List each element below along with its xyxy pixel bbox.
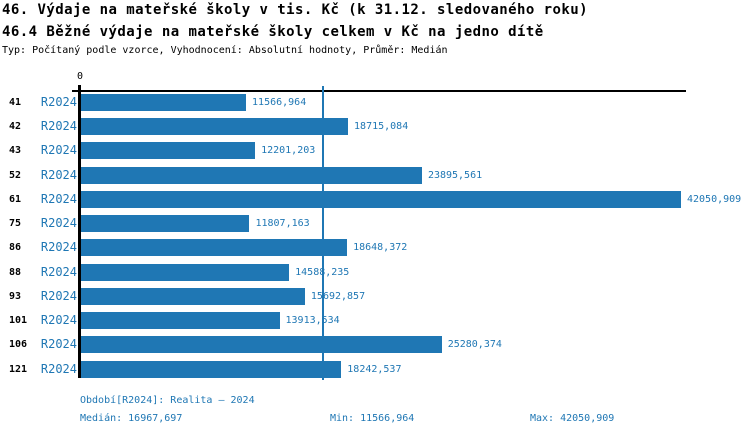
footer-max: Max: 42050,909 bbox=[530, 413, 615, 424]
row-category-label: 88 bbox=[9, 266, 22, 278]
row-period-label: R2024 bbox=[40, 313, 77, 328]
row-period-label: R2024 bbox=[40, 95, 77, 109]
row-category-label: 106 bbox=[9, 339, 28, 351]
chart-row: 106 R2024 25280,374 bbox=[0, 336, 750, 354]
row-period-label: R2024 bbox=[40, 337, 77, 352]
bar bbox=[81, 166, 422, 184]
bar bbox=[81, 287, 305, 305]
report-meta-line: Typ: Počítaný podle vzorce, Vyhodnocení:… bbox=[2, 45, 448, 56]
bar-value-label: 18648,372 bbox=[353, 242, 408, 254]
bar-value-label: 18715,084 bbox=[354, 121, 409, 133]
row-category-label: 121 bbox=[9, 363, 28, 375]
row-category-label: 42 bbox=[9, 121, 22, 133]
row-category-label: 86 bbox=[9, 242, 22, 254]
bar bbox=[81, 94, 247, 111]
chart-row: 93 R2024 15692,857 bbox=[0, 287, 750, 305]
chart-row: 121 R2024 18242,537 bbox=[0, 360, 750, 378]
row-period-label: R2024 bbox=[40, 119, 77, 134]
bar-value-label: 23895,561 bbox=[427, 169, 483, 181]
bar bbox=[81, 190, 681, 208]
bar-value-label: 11807,163 bbox=[255, 218, 310, 230]
bar-value-label: 15692,857 bbox=[310, 290, 366, 302]
row-category-label: 75 bbox=[9, 218, 22, 230]
report-title: 46. Výdaje na mateřské školy v tis. Kč (… bbox=[2, 2, 588, 18]
bar-value-label: 18242,537 bbox=[347, 363, 402, 375]
row-category-label: 93 bbox=[9, 290, 22, 302]
bar-value-label: 12201,203 bbox=[261, 145, 316, 157]
bar-value-label: 25280,374 bbox=[447, 339, 502, 351]
median-gridline bbox=[322, 86, 325, 380]
bar bbox=[81, 312, 280, 330]
row-category-label: 41 bbox=[9, 97, 22, 108]
chart-row: 86 R2024 18648,372 bbox=[0, 239, 750, 257]
chart-row: 43 R2024 12201,203 bbox=[0, 142, 750, 160]
footer-period: Období[R2024]: Realita – 2024 bbox=[80, 395, 255, 406]
x-axis-zero-tick-label: 0 bbox=[76, 71, 84, 82]
bar bbox=[81, 336, 442, 354]
row-period-label: R2024 bbox=[40, 143, 77, 158]
bar bbox=[81, 215, 250, 233]
footer-min: Min: 11566,964 bbox=[330, 413, 415, 424]
bar bbox=[81, 239, 348, 257]
bar bbox=[81, 118, 349, 136]
row-period-label: R2024 bbox=[40, 191, 77, 206]
row-period-label: R2024 bbox=[40, 361, 77, 376]
x-axis-line bbox=[72, 90, 686, 92]
bar-value-label: 11566,964 bbox=[252, 97, 307, 108]
chart-row: 88 R2024 14588,235 bbox=[0, 263, 750, 281]
chart-row: 52 R2024 23895,561 bbox=[0, 166, 750, 184]
bar bbox=[81, 360, 342, 378]
bar-value-label: 42050,909 bbox=[687, 193, 742, 205]
chart-row: 42 R2024 18715,084 bbox=[0, 118, 750, 136]
row-period-label: R2024 bbox=[40, 167, 77, 182]
bar-value-label: 13913,534 bbox=[285, 315, 340, 327]
chart-row: 75 R2024 11807,163 bbox=[0, 215, 750, 233]
footer-median: Medián: 16967,697 bbox=[80, 413, 183, 424]
report-subtitle: 46.4 Běžné výdaje na mateřské školy celk… bbox=[2, 24, 544, 40]
chart-row: 41 R2024 11566,964 bbox=[0, 94, 750, 111]
row-category-label: 101 bbox=[9, 315, 28, 327]
row-period-label: R2024 bbox=[40, 216, 77, 231]
bar-value-label: 14588,235 bbox=[295, 266, 350, 278]
row-period-label: R2024 bbox=[40, 240, 77, 255]
row-category-label: 61 bbox=[9, 193, 22, 205]
row-category-label: 52 bbox=[9, 169, 22, 181]
row-period-label: R2024 bbox=[40, 264, 77, 279]
chart-row: 61 R2024 42050,909 bbox=[0, 190, 750, 208]
bar bbox=[81, 142, 256, 160]
y-axis-line bbox=[78, 85, 81, 378]
chart-row: 101 R2024 13913,534 bbox=[0, 312, 750, 330]
row-category-label: 43 bbox=[9, 145, 22, 157]
bar bbox=[81, 263, 290, 281]
row-period-label: R2024 bbox=[40, 288, 77, 303]
